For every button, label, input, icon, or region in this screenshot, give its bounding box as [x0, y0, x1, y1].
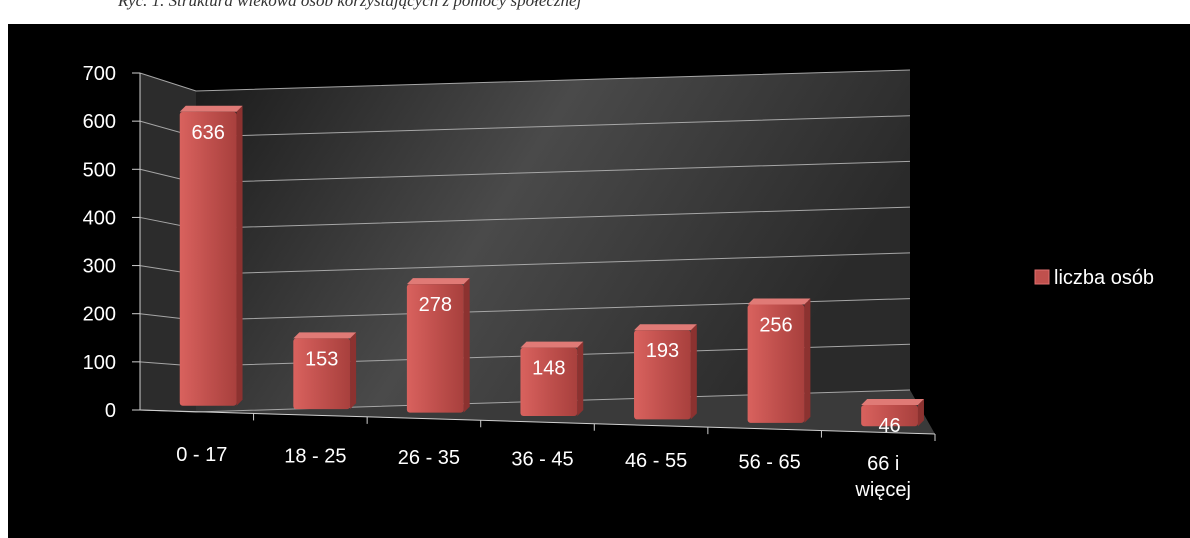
y-tick-label: 100: [83, 352, 116, 374]
x-tick-label: 18 - 25: [284, 446, 346, 468]
bar-side: [463, 278, 470, 413]
legend-swatch: [1034, 269, 1050, 285]
caption-strip: Ryc. 1. Struktura wiekowa osób korzystaj…: [0, 0, 1190, 22]
gridline: [139, 69, 911, 92]
x-tick-label: 36 - 45: [511, 449, 573, 471]
x-axis: [139, 409, 936, 435]
bar-top: [861, 399, 924, 406]
data-label: 46: [878, 415, 900, 437]
x-tick-label: 66 i więcej: [854, 453, 911, 501]
y-tick-label: 700: [83, 63, 116, 85]
y-tick-label: 0: [105, 400, 116, 422]
bar-top: [634, 324, 697, 331]
caption-text: Ryc. 1. Struktura wiekowa osób korzystaj…: [118, 0, 582, 10]
data-label: 278: [419, 294, 452, 316]
y-tick-label: 300: [83, 256, 116, 278]
bar-side: [690, 324, 697, 420]
bar-side: [804, 298, 811, 423]
data-label: 256: [759, 315, 792, 337]
x-tick-label: 46 - 55: [625, 450, 687, 472]
bar-side: [236, 105, 243, 406]
y-tick-label: 600: [83, 111, 116, 133]
data-label: 153: [305, 348, 338, 370]
y-tick-label: 200: [83, 304, 116, 326]
x-tick-labels: 0 - 17 18 - 25 26 - 35 36 - 45 46 - 55 56 - 6…: [176, 444, 911, 501]
bar-top: [293, 332, 357, 339]
data-label: 636: [191, 122, 224, 144]
bar: [747, 304, 805, 423]
bar-top: [520, 341, 584, 348]
bar-top: [747, 298, 811, 305]
y-tick-labels: 0 100 200 300 400 500 600 700: [83, 63, 116, 422]
bar-top: [406, 278, 470, 285]
bar: [634, 330, 691, 420]
bar: [861, 405, 918, 427]
back-wall: [196, 70, 910, 412]
legend-label: liczba osób: [1054, 267, 1154, 289]
bar: [520, 347, 578, 416]
legend: liczba osób: [1034, 267, 1154, 289]
bar-top: [179, 105, 243, 112]
bar: [406, 284, 464, 413]
data-label: 193: [646, 340, 679, 362]
bar-side: [577, 341, 584, 416]
data-label: 148: [532, 358, 565, 380]
x-tick-label: 26 - 35: [398, 447, 460, 469]
x-tick-label: 0 - 17: [176, 444, 227, 466]
x-tick-label: 56 - 65: [739, 452, 801, 474]
bar: [293, 338, 351, 410]
y-tick-label: 500: [83, 159, 116, 181]
bars: [179, 105, 924, 427]
bar-side: [350, 332, 357, 410]
bar: [179, 111, 237, 406]
bar-side: [917, 399, 924, 427]
y-tick-label: 400: [83, 207, 116, 229]
axes: [132, 72, 936, 441]
data-labels: 636 153 278 148 193 256 46: [191, 122, 900, 437]
